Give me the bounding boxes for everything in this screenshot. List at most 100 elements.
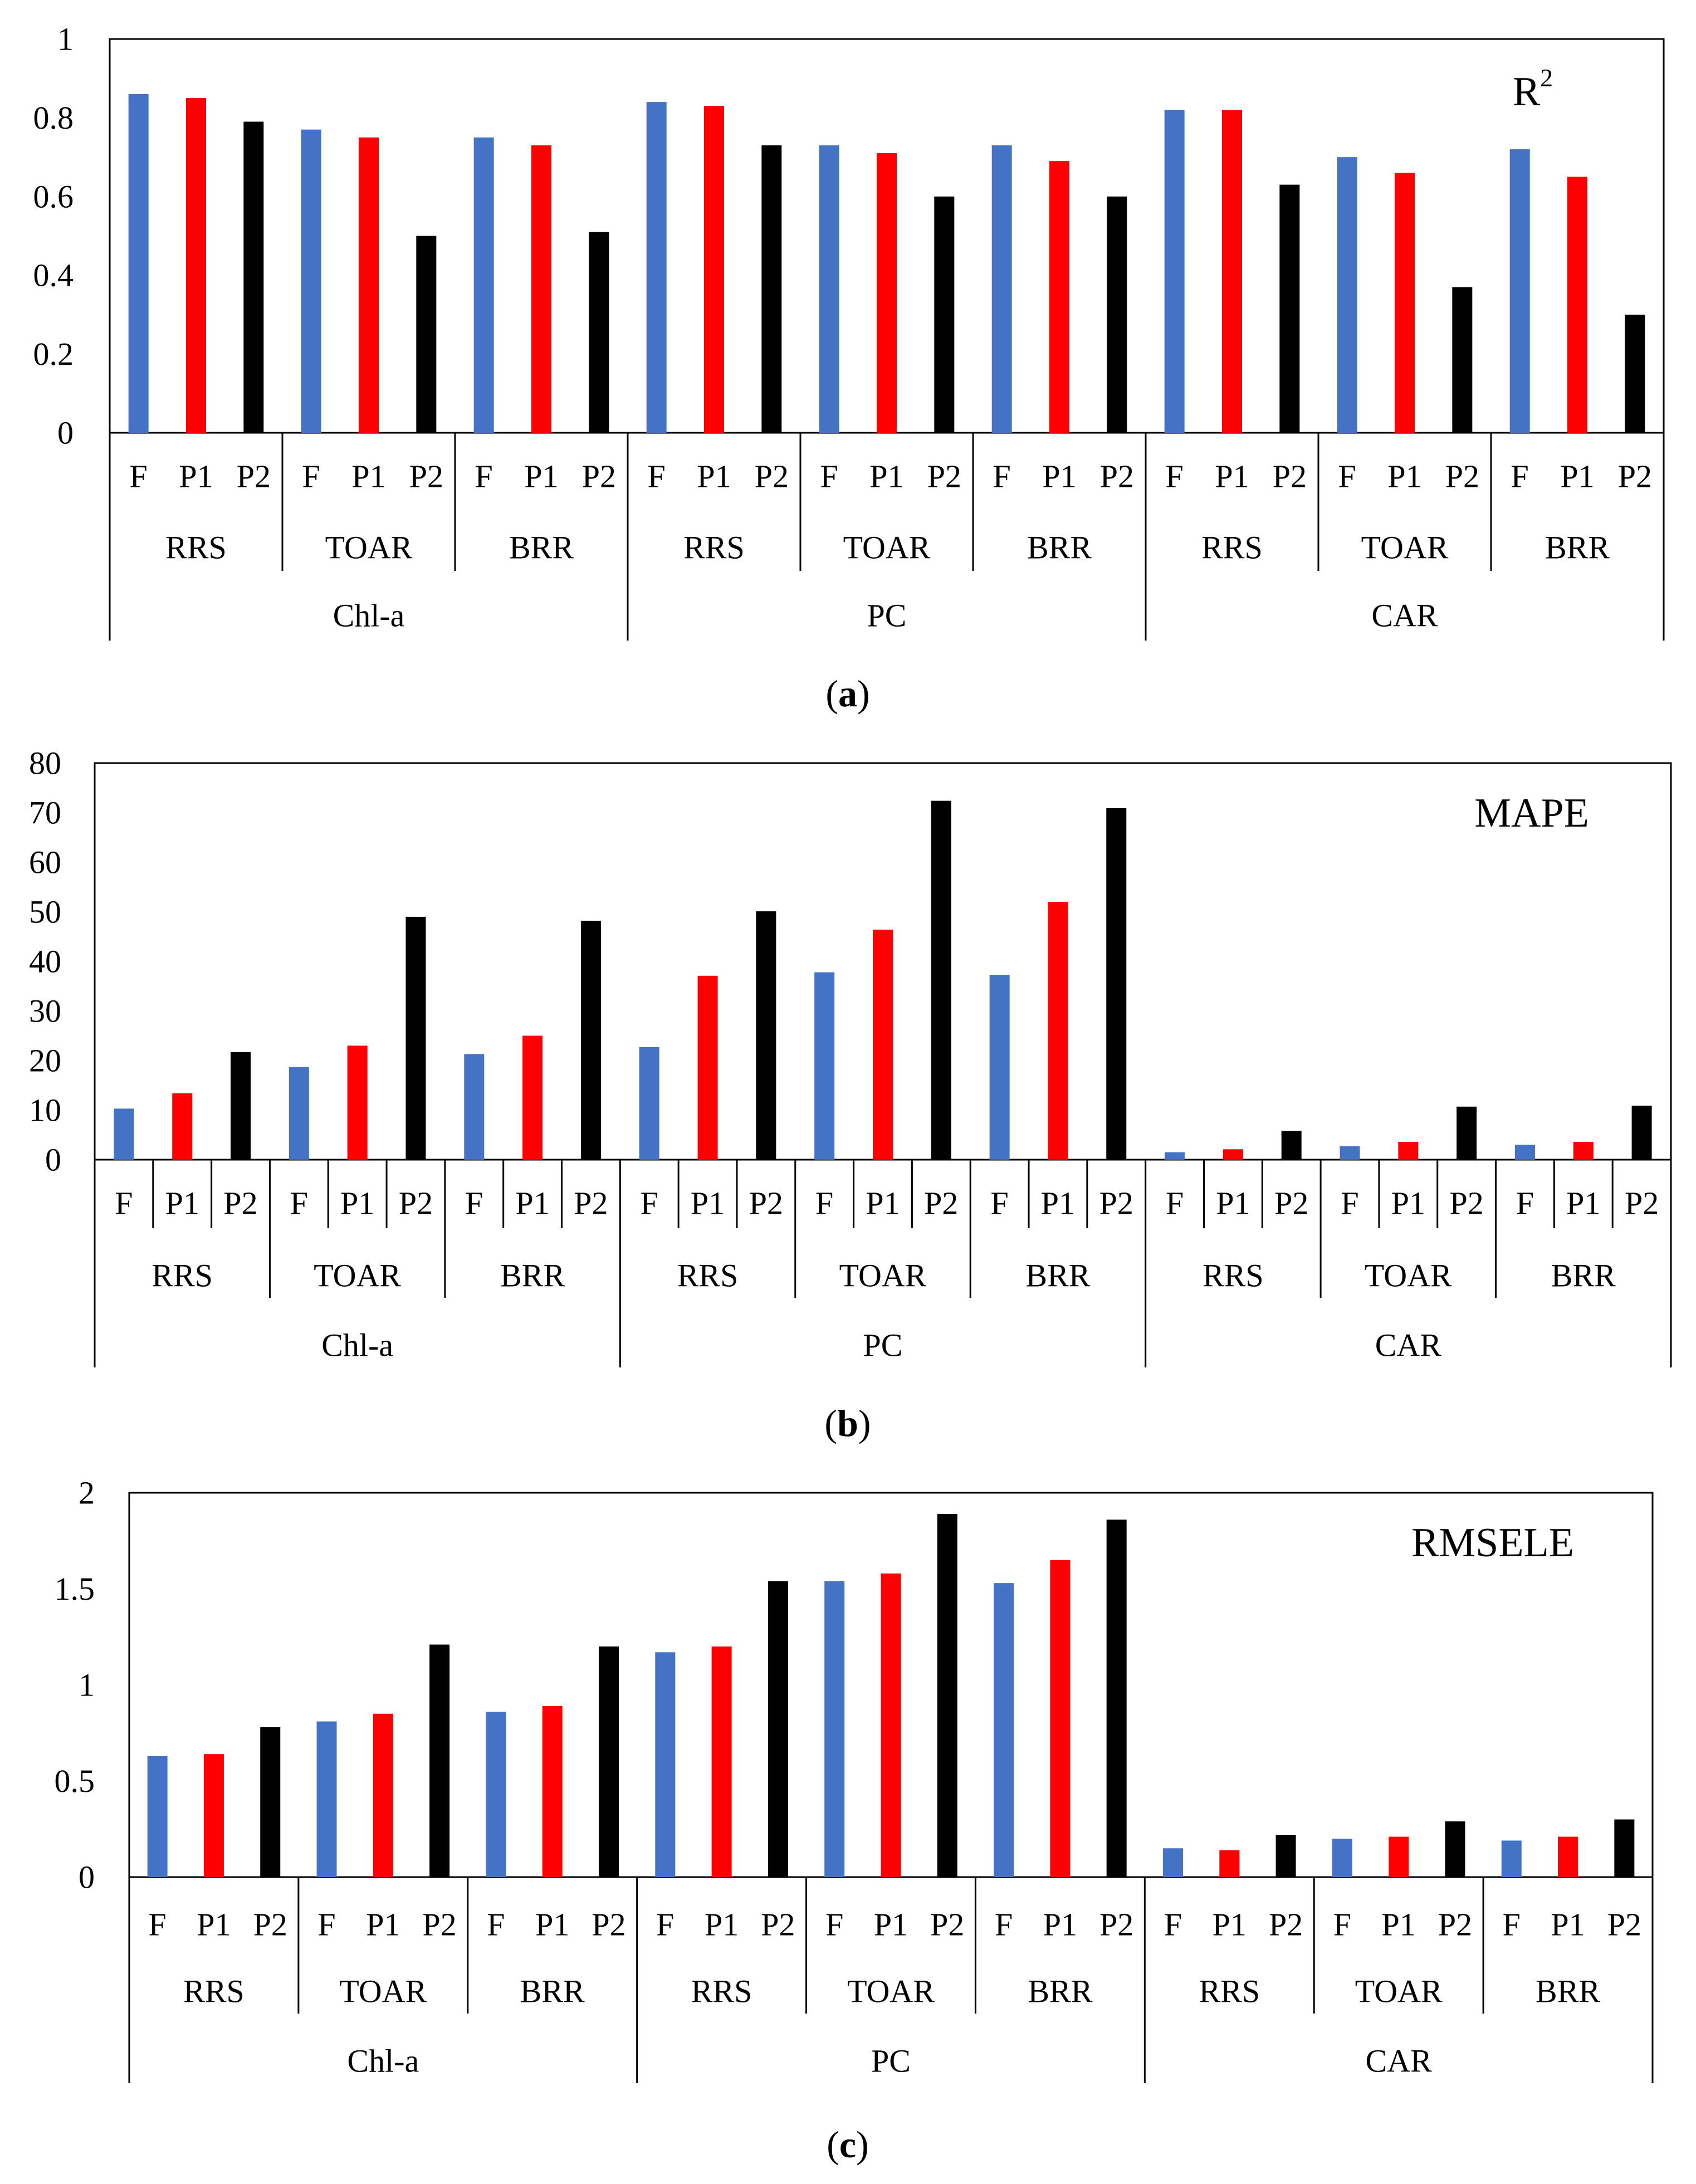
bar-P2 bbox=[1275, 1835, 1296, 1877]
chart-title-main: MAPE bbox=[1474, 790, 1589, 836]
series-label-P1: P1 bbox=[1551, 1907, 1585, 1943]
chart-title-main: R bbox=[1513, 69, 1541, 115]
input-label-toar: TOAR bbox=[1355, 1973, 1443, 2010]
bar-P1 bbox=[1223, 1149, 1243, 1160]
series-label-P2: P2 bbox=[237, 458, 271, 495]
series-label-P2: P2 bbox=[1618, 458, 1652, 495]
series-label-F: F bbox=[317, 1907, 335, 1943]
bar-F bbox=[473, 137, 494, 433]
bar-P1 bbox=[1573, 1141, 1594, 1160]
series-label-F: F bbox=[149, 1907, 167, 1943]
series-label-P1: P1 bbox=[866, 1185, 900, 1222]
input-label-toar: TOAR bbox=[314, 1258, 401, 1294]
bar-P1 bbox=[522, 1035, 543, 1160]
series-label-P1: P1 bbox=[515, 1185, 549, 1222]
bar-P2 bbox=[1625, 314, 1645, 433]
series-label-P1: P1 bbox=[1215, 458, 1249, 495]
input-label-brr: BRR bbox=[1025, 1258, 1090, 1294]
input-label-rrs: RRS bbox=[151, 1258, 213, 1294]
bar-P1 bbox=[373, 1713, 393, 1877]
y-tick-label: 1.5 bbox=[55, 1571, 95, 1607]
input-label-brr: BRR bbox=[1545, 530, 1610, 566]
bar-P1 bbox=[1395, 173, 1415, 433]
caption-letter: a bbox=[838, 672, 857, 715]
series-label-F: F bbox=[1511, 458, 1529, 495]
series-label-P1: P1 bbox=[1560, 458, 1594, 495]
y-tick-label: 70 bbox=[29, 795, 61, 831]
series-label-F: F bbox=[820, 458, 838, 495]
series-label-P2: P2 bbox=[761, 1907, 795, 1943]
series-label-P1: P1 bbox=[340, 1185, 374, 1222]
pigment-label-car: CAR bbox=[1371, 598, 1438, 634]
input-label-toar: TOAR bbox=[839, 1258, 927, 1294]
caption-close-paren: ) bbox=[858, 1402, 871, 1444]
y-tick-label: 0.6 bbox=[33, 178, 74, 214]
caption-open-paren: ( bbox=[827, 2123, 839, 2166]
input-label-toar: TOAR bbox=[339, 1973, 427, 2010]
bar-F bbox=[464, 1054, 485, 1160]
pigment-label-pc: PC bbox=[867, 598, 907, 634]
chart-title-superscript: 2 bbox=[1540, 63, 1553, 92]
pigment-label-chl-a: Chl-a bbox=[333, 598, 405, 634]
input-label-rrs: RRS bbox=[1199, 1973, 1260, 2010]
bar-P1 bbox=[186, 98, 206, 433]
series-label-F: F bbox=[487, 1907, 505, 1943]
bar-P2 bbox=[1281, 1131, 1302, 1160]
bar-F bbox=[639, 1047, 659, 1160]
series-label-P1: P1 bbox=[1043, 1907, 1077, 1943]
series-label-F: F bbox=[641, 1185, 658, 1222]
series-label-P2: P2 bbox=[749, 1185, 783, 1222]
bar-P1 bbox=[697, 975, 718, 1160]
bar-F bbox=[147, 1756, 168, 1877]
bar-P2 bbox=[1107, 196, 1127, 433]
series-label-F: F bbox=[1166, 458, 1184, 495]
bar-P2 bbox=[231, 1052, 251, 1160]
input-label-rrs: RRS bbox=[165, 530, 227, 566]
series-label-P1: P1 bbox=[874, 1907, 908, 1943]
series-label-P2: P2 bbox=[582, 458, 616, 495]
bar-P1 bbox=[1567, 177, 1587, 433]
input-label-toar: TOAR bbox=[843, 530, 931, 566]
series-label-P2: P2 bbox=[1100, 458, 1134, 495]
bar-F bbox=[819, 145, 839, 433]
bar-F bbox=[316, 1721, 337, 1877]
caption-open-paren: ( bbox=[824, 1402, 837, 1444]
input-label-brr: BRR bbox=[509, 530, 574, 566]
bar-P2 bbox=[1106, 1519, 1127, 1877]
bar-P2 bbox=[1631, 1105, 1652, 1160]
bar-F bbox=[289, 1067, 309, 1160]
pigment-label-car: CAR bbox=[1375, 1327, 1442, 1364]
series-label-F: F bbox=[115, 1185, 133, 1222]
chart-title: RMSELE bbox=[1411, 1520, 1574, 1566]
y-tick-label: 20 bbox=[29, 1043, 61, 1079]
bar-F bbox=[128, 94, 149, 433]
bar-F bbox=[989, 975, 1010, 1160]
series-label-F: F bbox=[1341, 1185, 1358, 1222]
series-label-F: F bbox=[1166, 1185, 1184, 1222]
series-label-P1: P1 bbox=[697, 458, 731, 495]
bar-P1 bbox=[347, 1045, 368, 1160]
caption-letter: c bbox=[839, 2123, 856, 2166]
bar-P1 bbox=[881, 1573, 901, 1877]
y-tick-label: 0.5 bbox=[55, 1763, 95, 1799]
bar-P2 bbox=[934, 196, 955, 433]
bar-P1 bbox=[359, 137, 379, 433]
bar-P1 bbox=[1389, 1836, 1409, 1877]
bar-F bbox=[301, 129, 321, 433]
input-label-brr: BRR bbox=[1551, 1258, 1616, 1294]
bar-F bbox=[655, 1652, 676, 1877]
input-label-toar: TOAR bbox=[1365, 1258, 1452, 1294]
series-label-F: F bbox=[302, 458, 320, 495]
series-label-P1: P1 bbox=[1216, 1185, 1250, 1222]
series-label-P1: P1 bbox=[1391, 1185, 1425, 1222]
bar-P2 bbox=[1445, 1821, 1465, 1877]
y-tick-label: 10 bbox=[29, 1092, 61, 1128]
input-label-brr: BRR bbox=[1536, 1973, 1600, 2010]
y-tick-label: 80 bbox=[29, 745, 61, 781]
input-label-rrs: RRS bbox=[691, 1973, 752, 2010]
series-label-P2: P2 bbox=[574, 1185, 608, 1222]
series-label-P2: P2 bbox=[927, 458, 961, 495]
series-label-F: F bbox=[993, 458, 1011, 495]
input-label-brr: BRR bbox=[500, 1258, 565, 1294]
input-label-rrs: RRS bbox=[677, 1258, 739, 1294]
